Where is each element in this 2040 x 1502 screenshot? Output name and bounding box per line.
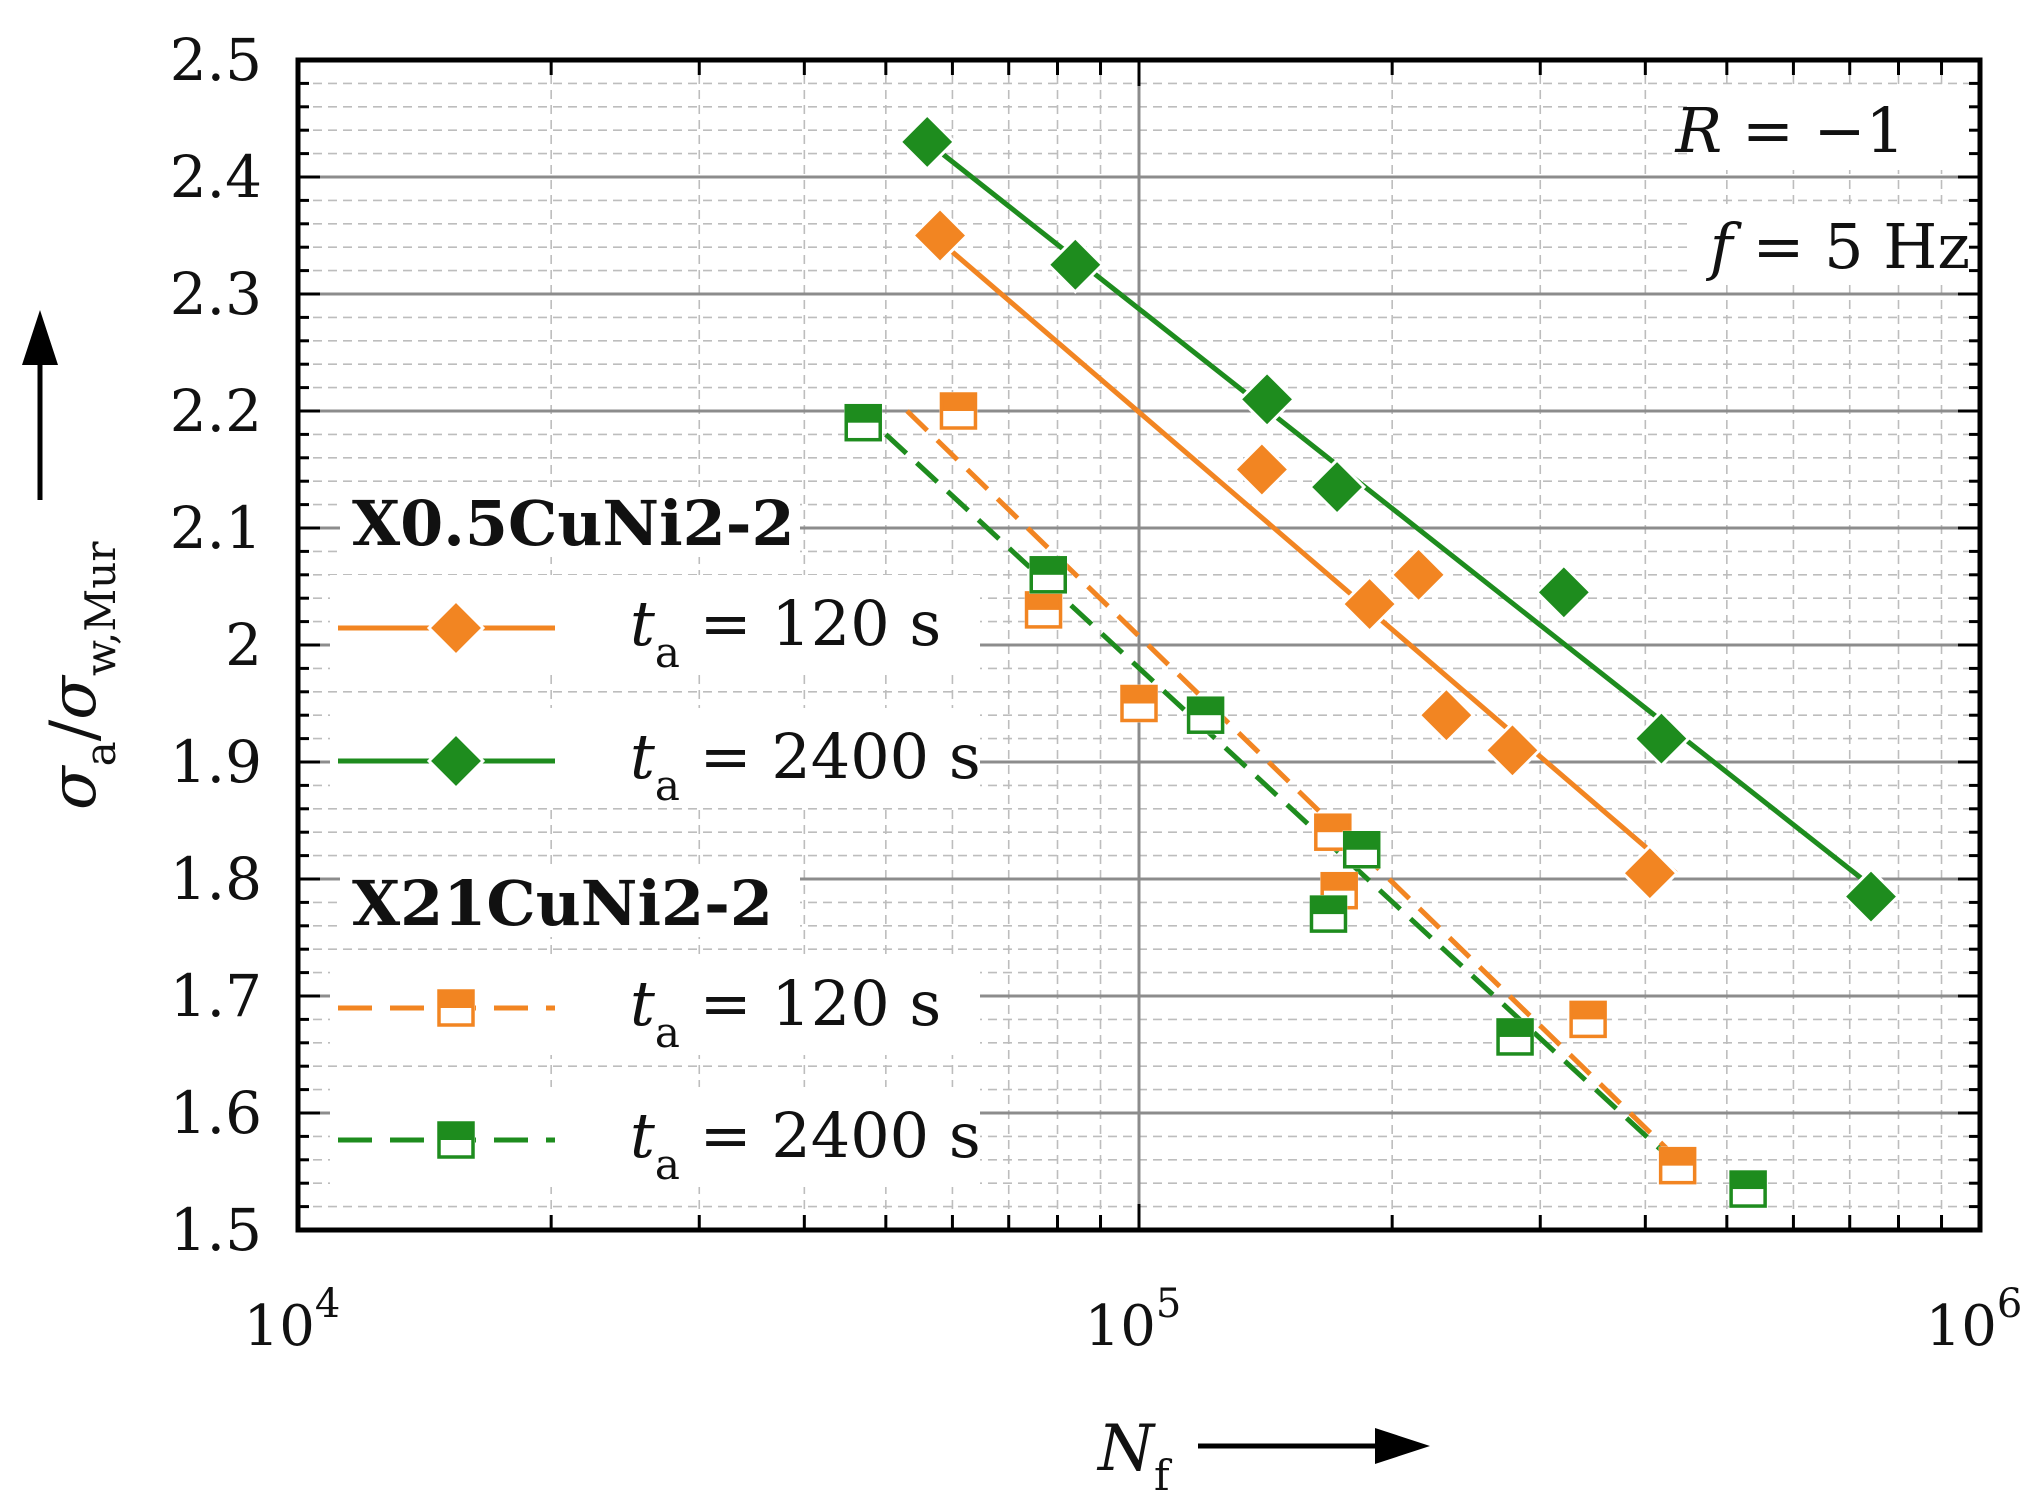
data-point-s1-4 — [1534, 563, 1593, 622]
data-point-s3-1 — [1029, 555, 1068, 594]
data-point-s0-4 — [1417, 686, 1476, 745]
y-tick-label: 2.1 — [170, 494, 262, 562]
y-tick-label: 1.6 — [170, 1079, 262, 1147]
data-point-s2-6 — [1658, 1146, 1697, 1185]
x-tick-label: 106 — [1926, 1281, 2023, 1359]
legend-label: ta = 120 s — [630, 967, 941, 1057]
y-tick-label: 2.4 — [170, 143, 262, 211]
x-axis-label: Nf — [1096, 1412, 1173, 1500]
data-point-s1-3 — [1307, 457, 1367, 517]
y-tick-label: 2.3 — [170, 260, 262, 328]
data-point-s3-5 — [1496, 1017, 1535, 1056]
data-point-s0-2 — [1340, 574, 1399, 634]
data-point-s2-1 — [1024, 590, 1063, 629]
data-point-s3-4 — [1342, 830, 1381, 869]
data-point-s0-6 — [1620, 844, 1679, 903]
data-point-s1-0 — [898, 112, 957, 172]
x-tick-label: 105 — [1085, 1281, 1182, 1359]
data-point-s2-2 — [1120, 684, 1158, 723]
y-tick-label: 2.5 — [170, 26, 262, 94]
data-point-s0-3 — [1389, 545, 1448, 604]
fit-line-series-0 — [938, 239, 1678, 876]
data-point-s3-2 — [1186, 696, 1225, 735]
data-point-s0-1 — [1232, 440, 1292, 499]
legend-label: ta = 120 s — [630, 587, 941, 677]
data-point-s3-3 — [1309, 895, 1348, 934]
y-tick-label: 1.8 — [170, 845, 262, 913]
legend-marker — [437, 1121, 475, 1159]
legend-group-title: X21CuNi2-2 — [352, 867, 773, 940]
y-axis-label: σa/σw,Mur — [37, 541, 125, 810]
fit-line-series-2 — [905, 409, 1687, 1168]
data-point-s1-1 — [1046, 235, 1105, 294]
legend: X0.5CuNi2-2 ta = 120 s ta = 2400 s X21CuNi2… — [330, 487, 981, 1189]
data-point-s0-0 — [910, 206, 970, 265]
data-point-s0-5 — [1483, 721, 1542, 780]
legend-marker — [437, 989, 475, 1027]
annotation-r: R = −1 — [1675, 94, 1905, 167]
x-axis-arrow-icon — [1375, 1428, 1430, 1464]
data-point-s3-6 — [1729, 1170, 1768, 1209]
legend-group-bg — [340, 867, 800, 937]
data-point-s1-2 — [1237, 370, 1297, 429]
legend-label: ta = 2400 s — [630, 1099, 981, 1189]
annotation-f: f = 5 Hz — [1706, 210, 1970, 283]
annotation-bg — [1690, 90, 1975, 170]
annotation-bg — [1690, 205, 1975, 285]
data-point-s2-0 — [939, 392, 978, 430]
y-axis-label-group: σa/σw,Mur — [37, 541, 125, 810]
y-axis-arrow-icon — [22, 310, 58, 365]
legend-group-bg — [340, 487, 800, 557]
data-point-s1-6 — [1841, 867, 1901, 926]
x-tick-label: 104 — [244, 1281, 341, 1359]
y-tick-label: 1.7 — [170, 962, 262, 1030]
y-tick-label: 1.9 — [170, 728, 262, 796]
y-tick-label: 2.2 — [170, 377, 262, 445]
fit-line-series-3 — [884, 432, 1674, 1162]
legend-label: ta = 2400 s — [630, 720, 981, 810]
axes: 1.5 1.6 1.7 1.8 1.9 2 2.1 2.2 2.3 2.4 2.5 104 105 106… — [22, 26, 2022, 1500]
data-point-s3-0 — [844, 403, 883, 442]
annotations: R = −1 f = 5 Hz — [1675, 90, 1975, 285]
data-point-s2-5 — [1569, 1000, 1608, 1039]
legend-marker — [426, 598, 486, 658]
data-markers — [844, 112, 1901, 1209]
data-point-s1-5 — [1632, 709, 1691, 768]
legend-group-title: X0.5CuNi2-2 — [352, 487, 795, 560]
y-tick-label: 2 — [225, 611, 262, 679]
legend-marker — [426, 731, 486, 791]
y-tick-label: 1.5 — [170, 1196, 262, 1264]
